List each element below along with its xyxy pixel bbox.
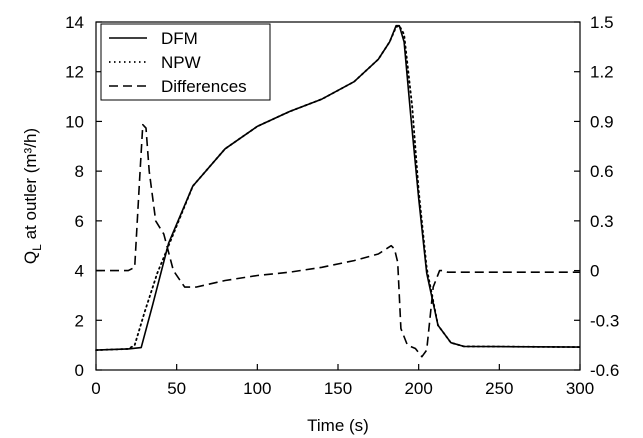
x-tick-label: 100 bbox=[243, 379, 271, 398]
x-tick-label: 300 bbox=[566, 379, 594, 398]
series-line-npw bbox=[95, 24, 581, 352]
y-right-tick-label: 0.9 bbox=[590, 112, 614, 131]
y-left-tick-label: 10 bbox=[65, 112, 84, 131]
y-right-tick-label: 0 bbox=[590, 262, 599, 281]
x-axis-title: Time (s) bbox=[307, 416, 369, 435]
y-left-tick-label: 14 bbox=[65, 13, 84, 32]
series-line-differences bbox=[96, 123, 580, 358]
legend-label-dfm: DFM bbox=[161, 29, 198, 48]
y-left-tick-label: 12 bbox=[65, 63, 84, 82]
y-right-tick-label: -0.6 bbox=[590, 361, 619, 380]
y-left-tick-label: 6 bbox=[75, 212, 84, 231]
legend: DFM NPW Differences bbox=[100, 23, 271, 101]
x-tick-label: 200 bbox=[404, 379, 432, 398]
tick-labels: 0 50 100 150 200 250 300 0 2 4 6 8 10 12 14 -0.6 -0.3 0 0.… bbox=[65, 13, 619, 398]
y-left-tick-label: 8 bbox=[75, 162, 84, 181]
x-tick-label: 0 bbox=[91, 379, 100, 398]
x-tick-label: 150 bbox=[324, 379, 352, 398]
y-right-tick-label: 0.3 bbox=[590, 212, 614, 231]
y-right-tick-label: 1.5 bbox=[590, 13, 614, 32]
legend-label-differences: Differences bbox=[161, 77, 247, 96]
y-left-tick-label: 2 bbox=[75, 311, 84, 330]
y-right-tick-label: 1.2 bbox=[590, 63, 614, 82]
series-curves bbox=[95, 24, 581, 358]
legend-label-npw: NPW bbox=[161, 53, 201, 72]
y-right-tick-label: -0.3 bbox=[590, 311, 619, 330]
x-tick-label: 50 bbox=[167, 379, 186, 398]
x-tick-label: 250 bbox=[485, 379, 513, 398]
y-left-tick-label: 4 bbox=[75, 262, 84, 281]
y-axis-title: QL at outler (m³/h) bbox=[21, 128, 44, 264]
y-right-tick-label: 0.6 bbox=[590, 162, 614, 181]
y-left-tick-label: 0 bbox=[75, 361, 84, 380]
